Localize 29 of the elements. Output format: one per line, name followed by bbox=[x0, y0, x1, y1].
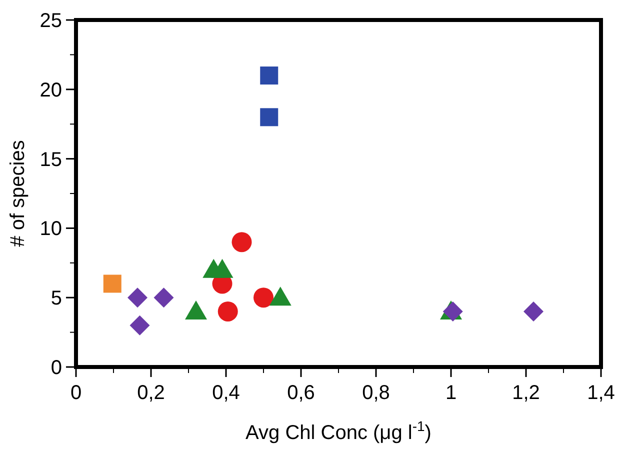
point bbox=[130, 315, 150, 336]
x-tick-label: 0,4 bbox=[212, 382, 240, 404]
point bbox=[103, 274, 122, 293]
y-axis-title: # of species bbox=[7, 140, 29, 247]
y-tick-label: 25 bbox=[40, 10, 62, 32]
point bbox=[254, 288, 274, 308]
point bbox=[260, 108, 278, 126]
point bbox=[260, 66, 278, 85]
point bbox=[232, 232, 252, 252]
y-tick-label: 10 bbox=[40, 218, 62, 240]
point bbox=[524, 301, 544, 322]
point bbox=[128, 288, 148, 308]
x-tick-label: 0,2 bbox=[137, 382, 165, 404]
point bbox=[211, 258, 234, 278]
x-tick-label: 0,6 bbox=[287, 382, 315, 404]
point bbox=[154, 288, 174, 308]
x-tick-label: 0 bbox=[70, 382, 82, 404]
x-tick-label: 0,8 bbox=[362, 382, 390, 404]
y-tick-label: 20 bbox=[40, 79, 62, 102]
y-tick-label: 5 bbox=[50, 288, 62, 310]
y-tick-label: 0 bbox=[50, 357, 62, 379]
point bbox=[269, 286, 292, 306]
x-tick-label: 1 bbox=[445, 382, 457, 404]
y-tick-label: 15 bbox=[40, 148, 62, 171]
point bbox=[218, 301, 238, 322]
x-tick-label: 1,2 bbox=[512, 382, 540, 404]
x-axis-title: Avg Chl Conc (μg l$^{-1}$) bbox=[246, 418, 432, 444]
x-tick-label: 1,4 bbox=[587, 382, 615, 404]
point bbox=[185, 300, 207, 320]
